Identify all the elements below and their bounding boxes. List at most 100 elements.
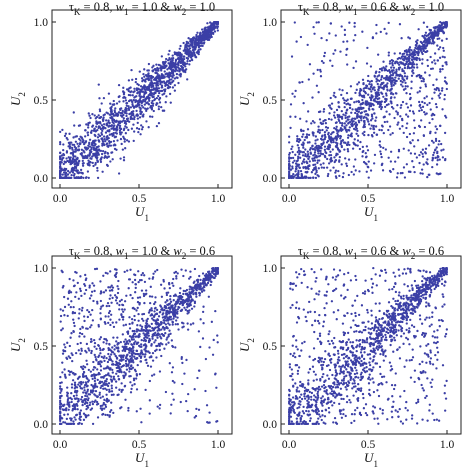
data-point xyxy=(379,152,383,156)
data-point xyxy=(117,287,120,291)
data-point xyxy=(426,58,429,62)
data-point xyxy=(148,88,151,92)
data-point xyxy=(165,310,168,313)
data-point xyxy=(433,59,436,62)
data-point xyxy=(378,105,381,109)
data-point xyxy=(158,403,162,407)
data-point xyxy=(76,171,79,174)
y-axis-label: U2 xyxy=(8,338,27,352)
data-point xyxy=(67,290,71,294)
data-point xyxy=(201,35,205,39)
data-point xyxy=(288,135,291,138)
data-point xyxy=(83,335,86,338)
data-point xyxy=(354,34,357,37)
data-point xyxy=(375,91,379,94)
data-point xyxy=(63,134,67,138)
data-point xyxy=(83,292,86,295)
data-point xyxy=(77,349,80,352)
data-point xyxy=(445,82,448,85)
data-point xyxy=(94,382,97,385)
data-point xyxy=(118,124,122,128)
data-point xyxy=(142,98,145,101)
y-axis-label: U2 xyxy=(237,92,256,106)
data-point xyxy=(72,305,75,309)
data-point xyxy=(96,160,99,163)
data-point xyxy=(355,100,358,103)
data-point xyxy=(419,172,422,175)
data-point xyxy=(299,139,302,142)
data-point xyxy=(118,303,121,307)
data-point xyxy=(375,77,378,80)
data-point xyxy=(348,120,352,124)
data-point xyxy=(150,108,154,111)
data-point xyxy=(399,115,402,118)
data-point xyxy=(294,153,297,156)
data-point xyxy=(66,392,70,395)
data-point xyxy=(75,146,78,150)
data-point xyxy=(196,31,199,34)
data-point xyxy=(347,134,350,137)
data-point xyxy=(320,166,323,169)
data-point xyxy=(110,132,113,136)
data-point xyxy=(140,124,143,127)
data-point xyxy=(441,22,444,25)
data-point xyxy=(195,36,198,40)
data-point xyxy=(138,301,141,305)
data-point xyxy=(107,399,110,402)
data-point xyxy=(66,341,69,344)
data-point xyxy=(380,106,384,109)
data-point xyxy=(93,114,96,117)
data-point xyxy=(93,338,96,342)
data-point xyxy=(393,71,397,74)
data-point xyxy=(393,79,397,82)
data-point xyxy=(343,28,346,32)
data-point xyxy=(364,156,368,159)
data-point xyxy=(87,368,90,372)
data-point xyxy=(164,101,167,104)
data-point xyxy=(86,327,89,330)
data-point xyxy=(439,92,442,95)
data-point xyxy=(301,176,304,179)
data-point xyxy=(68,141,72,144)
data-point xyxy=(166,68,169,71)
data-point xyxy=(187,51,190,54)
data-point xyxy=(92,368,95,371)
data-point xyxy=(71,151,75,154)
data-point xyxy=(82,418,86,421)
data-point xyxy=(88,164,91,167)
data-point xyxy=(61,270,64,274)
data-point xyxy=(139,112,143,116)
data-point xyxy=(177,61,181,64)
data-point xyxy=(428,74,431,77)
data-point xyxy=(114,363,117,366)
data-point xyxy=(161,89,164,93)
data-point xyxy=(202,305,205,308)
data-point xyxy=(295,301,298,304)
data-point xyxy=(382,116,385,119)
data-point xyxy=(84,135,87,138)
data-point xyxy=(339,50,342,53)
data-point xyxy=(360,111,364,114)
data-point xyxy=(301,144,305,147)
data-point xyxy=(88,138,92,141)
data-point xyxy=(118,318,121,321)
data-point xyxy=(441,55,444,58)
data-point xyxy=(424,371,427,374)
data-point xyxy=(155,124,159,128)
data-point xyxy=(308,160,311,163)
data-point xyxy=(410,284,413,287)
data-point xyxy=(441,87,444,90)
data-point xyxy=(436,28,439,31)
data-point xyxy=(153,91,156,95)
data-point xyxy=(103,321,106,324)
data-point xyxy=(98,391,101,394)
data-point xyxy=(118,126,121,130)
data-point xyxy=(389,78,392,81)
data-point xyxy=(397,156,400,159)
data-point xyxy=(119,120,122,123)
data-point xyxy=(434,103,438,106)
data-point xyxy=(99,312,102,315)
data-point xyxy=(313,32,316,35)
data-point xyxy=(177,57,180,61)
data-point xyxy=(77,297,80,300)
